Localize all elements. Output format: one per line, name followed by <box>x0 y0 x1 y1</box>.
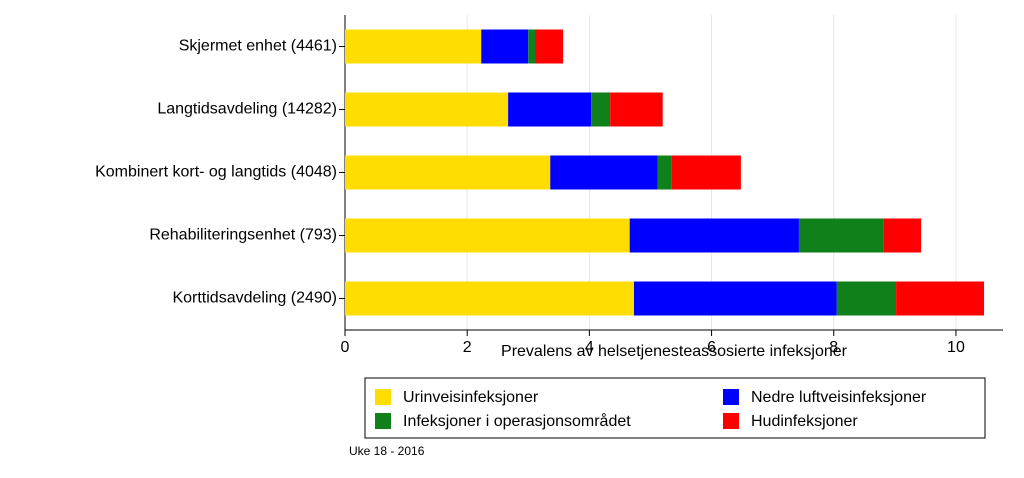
bar-segment <box>671 155 741 190</box>
x-tick-label: 4 <box>585 339 594 356</box>
bar-segment <box>629 218 799 253</box>
bar-segment <box>481 29 529 64</box>
legend-label: Infeksjoner i operasjonsområdet <box>403 412 631 430</box>
y-tick-label: Rehabiliteringsenhet (793) <box>149 227 337 244</box>
bar-segment <box>633 281 837 316</box>
bar-segment <box>883 218 922 253</box>
x-axis-label: Prevalens av helsetjenesteassosierte inf… <box>501 343 848 360</box>
y-tick-label: Langtidsavdeling (14282) <box>157 101 337 118</box>
bar-segment <box>345 29 482 64</box>
legend-swatch <box>723 389 739 405</box>
legend-swatch <box>375 413 391 429</box>
legend-swatch <box>375 389 391 405</box>
legend-label: Nedre luftveisinfeksjoner <box>751 389 927 406</box>
legend-swatch <box>723 413 739 429</box>
x-tick-label: 10 <box>947 339 965 356</box>
bar-segment <box>591 92 611 127</box>
x-tick-label: 2 <box>463 339 472 356</box>
bar-segment <box>836 281 897 316</box>
bar-segment <box>345 281 634 316</box>
y-tick-label: Korttidsavdeling (2490) <box>172 290 337 307</box>
bar-segment <box>550 155 658 190</box>
note: Uke 18 - 2016 <box>349 444 425 458</box>
bar-segment <box>896 281 985 316</box>
y-tick-label: Kombinert kort- og langtids (4048) <box>95 164 337 181</box>
bar-segment <box>657 155 672 190</box>
bar-segment <box>345 218 630 253</box>
legend-box <box>364 377 986 439</box>
x-tick-label: 0 <box>341 339 350 356</box>
bar-segment <box>528 29 536 64</box>
bar-segment <box>798 218 884 253</box>
legend-label: Hudinfeksjoner <box>751 413 858 430</box>
x-tick-label: 6 <box>707 339 716 356</box>
bar-segment <box>345 92 509 127</box>
bar-segment <box>610 92 663 127</box>
x-tick-label: 8 <box>829 339 838 356</box>
y-tick-label: Skjermet enhet (4461) <box>179 38 337 55</box>
bar-segment <box>345 155 551 190</box>
bar-segment <box>508 92 592 127</box>
legend-label: Urinveisinfeksjoner <box>403 389 539 406</box>
bar-segment <box>535 29 564 64</box>
